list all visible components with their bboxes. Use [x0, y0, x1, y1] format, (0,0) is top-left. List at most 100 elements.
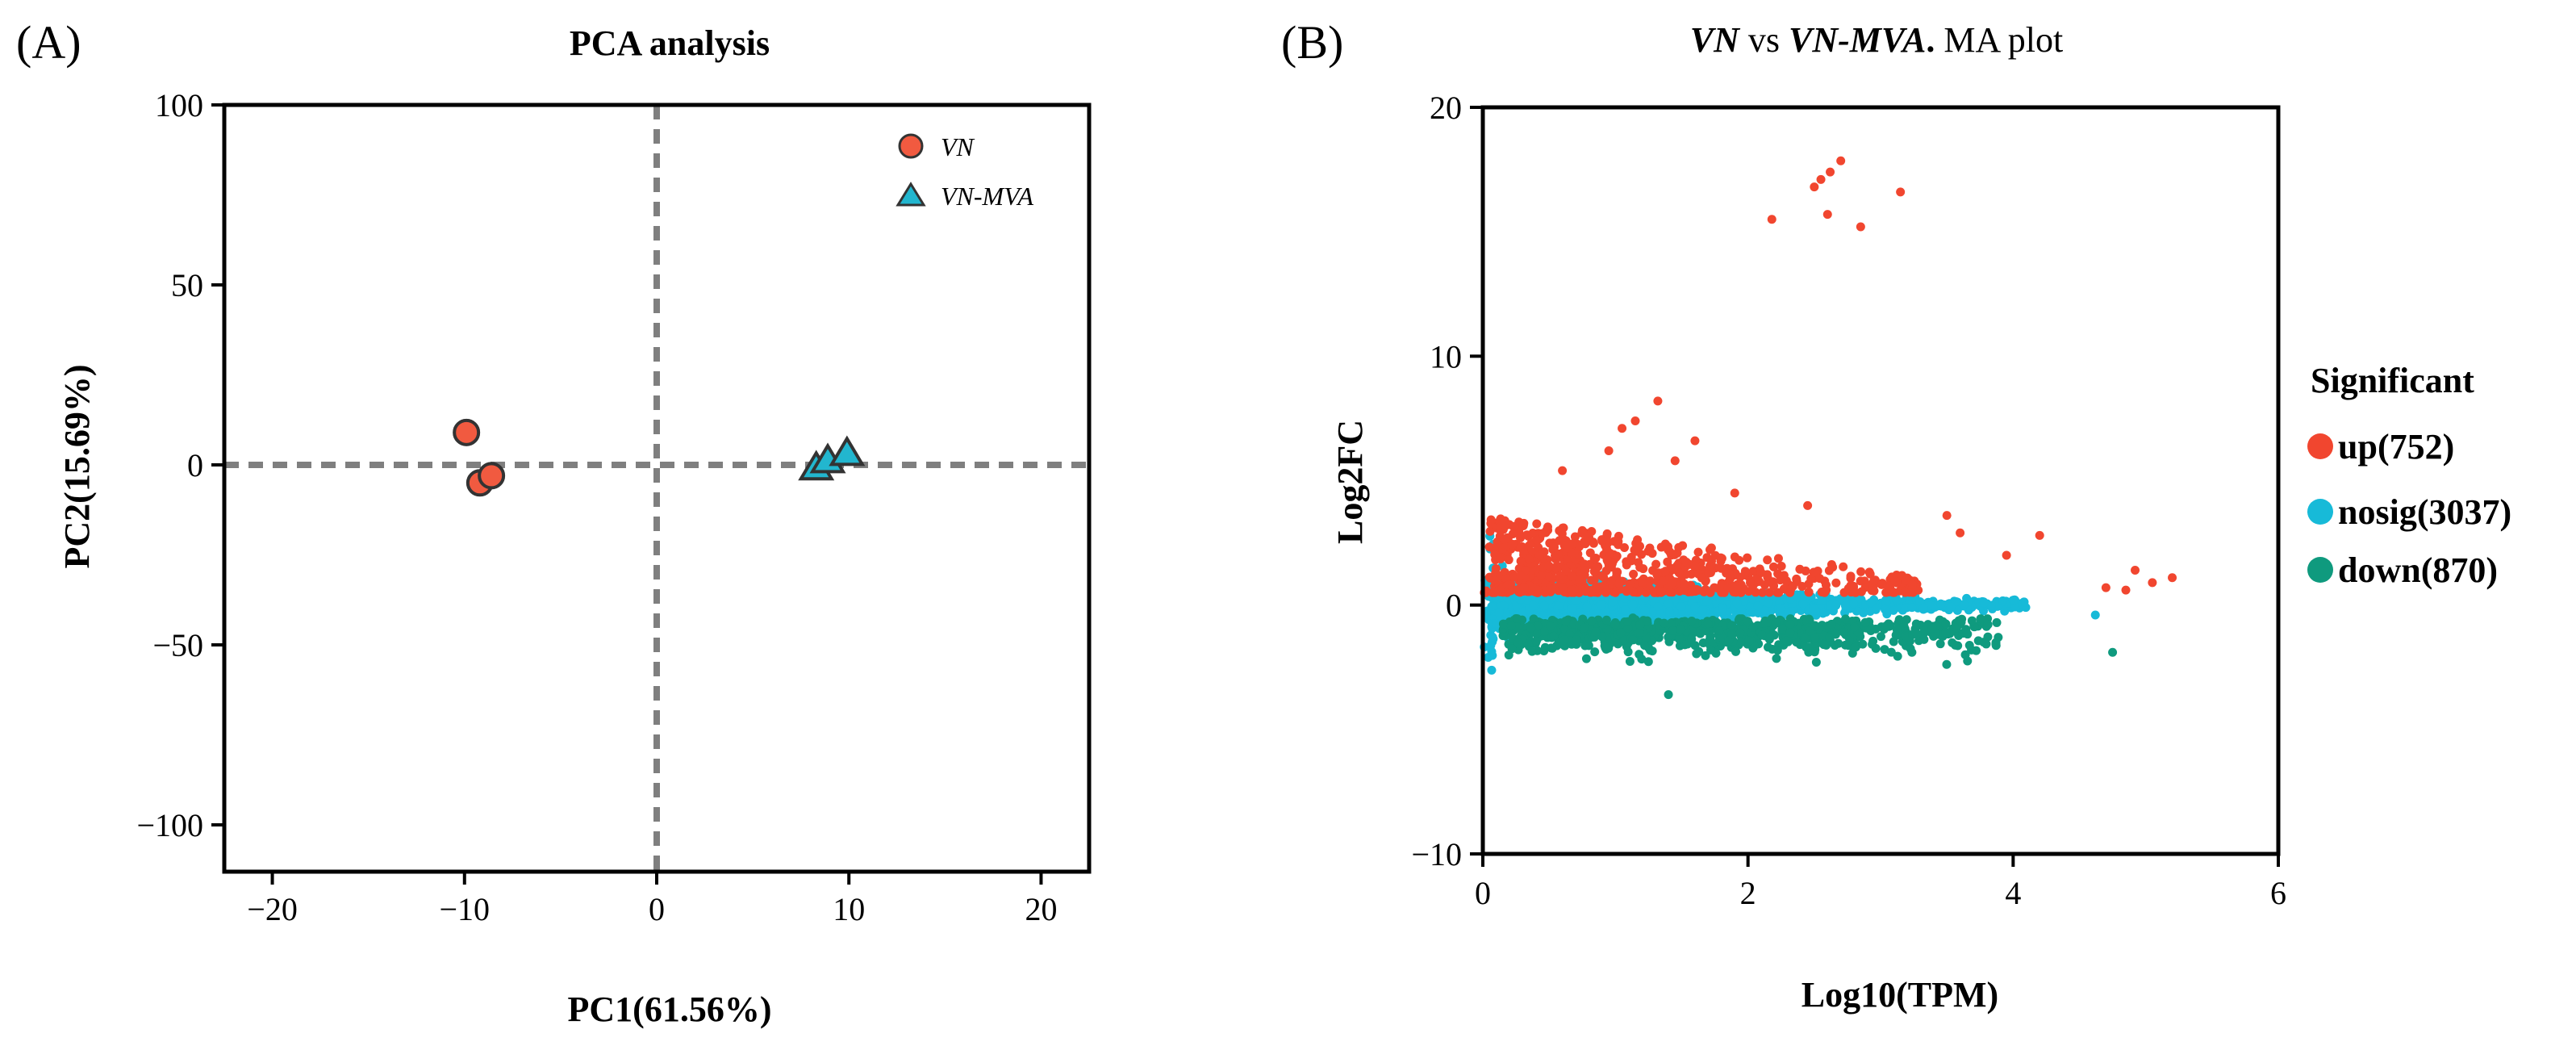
ma-point-up — [1643, 546, 1653, 556]
ma-point-up — [1678, 541, 1688, 550]
ma-point-down — [1941, 627, 1951, 637]
ma-point-down — [1540, 626, 1550, 636]
ma-point-up — [1516, 556, 1526, 566]
ma-point-up — [1629, 569, 1639, 579]
ma-point-down — [1675, 634, 1685, 643]
ma-point-up — [1658, 576, 1668, 586]
ma-point-up — [1485, 526, 1495, 536]
ma-point-down — [1622, 617, 1632, 626]
ma-point-up — [1668, 579, 1677, 588]
ma-point-nosig — [1529, 600, 1539, 610]
ma-point-up — [1516, 571, 1526, 581]
ma-point-up — [1942, 511, 1952, 521]
ma-point-nosig — [1608, 597, 1618, 607]
ma-point-down — [1660, 618, 1669, 628]
ma-point-nosig — [1852, 606, 1861, 616]
ma-point-down — [1785, 628, 1795, 638]
ma-point-down — [1819, 640, 1829, 650]
ma-point-up — [1760, 580, 1769, 590]
ma-point-down — [1580, 641, 1590, 651]
legend-title: Significant — [2311, 361, 2474, 400]
ma-point-nosig — [1732, 599, 1742, 609]
ma-point-up — [1543, 522, 1552, 532]
ma-point-up — [1634, 558, 1643, 567]
ma-point-up — [1653, 396, 1663, 406]
panel-b-legend: Significant up(752) nosig(3037) down(870… — [2307, 361, 2511, 590]
ma-point-up — [1816, 174, 1826, 184]
ma-point-down — [1561, 616, 1571, 626]
ma-point-up — [1601, 588, 1610, 597]
ma-point-nosig — [1655, 609, 1665, 619]
ma-point-up — [1699, 587, 1709, 596]
y-tick-label: −10 — [1411, 836, 1462, 872]
ma-point-nosig — [1653, 601, 1663, 611]
ma-point-down — [1640, 641, 1650, 651]
ma-point-nosig — [1539, 600, 1549, 610]
ma-point-down — [1782, 636, 1792, 646]
x-tick-label: 6 — [2270, 875, 2286, 911]
panel-a-title: PCA analysis — [570, 23, 770, 63]
ma-point-nosig — [1936, 599, 1946, 609]
x-tick-label: 0 — [649, 891, 665, 927]
ma-point-down — [1919, 634, 1929, 644]
ma-point-up — [1656, 587, 1666, 596]
ma-point-up — [1764, 588, 1774, 597]
ma-point-up — [1803, 500, 1813, 510]
ma-point-down — [1956, 617, 1966, 627]
ma-point-up — [1570, 532, 1580, 542]
pca-point-vn-mva — [829, 435, 866, 467]
ma-point-up — [1519, 583, 1529, 592]
ma-point-down — [1894, 615, 1904, 625]
ma-point-down — [1591, 627, 1601, 637]
ma-point-down — [1801, 633, 1810, 642]
ma-point-nosig — [1753, 608, 1763, 617]
ma-point-down — [1572, 635, 1581, 645]
ma-point-up — [1558, 466, 1568, 475]
ma-point-down — [1533, 628, 1543, 638]
title-ma-plot: MA plot — [1935, 20, 2063, 60]
ma-point-down — [1727, 621, 1737, 630]
ma-point-down — [1839, 628, 1848, 638]
ma-point-up — [2131, 566, 2140, 575]
ma-point-up — [1550, 542, 1559, 552]
ma-point-nosig — [1568, 603, 1577, 613]
ma-point-down — [1919, 626, 1929, 635]
ma-point-nosig — [1818, 609, 1828, 618]
ma-point-up — [1589, 554, 1599, 564]
ma-point-down — [1527, 646, 1537, 656]
ma-point-nosig — [1764, 598, 1773, 608]
ma-point-up — [1907, 579, 1917, 589]
ma-point-up — [1717, 579, 1726, 588]
ma-point-up — [1518, 521, 1528, 530]
ma-point-down — [1703, 619, 1713, 629]
ma-point-nosig — [1881, 598, 1891, 608]
ma-point-down — [1610, 619, 1620, 629]
ma-point-nosig — [1555, 600, 1564, 610]
ma-point-nosig — [1522, 595, 1532, 605]
ma-point-up — [1757, 588, 1767, 597]
ma-point-down — [1858, 639, 1868, 649]
ma-point-nosig — [1840, 600, 1850, 610]
ma-point-up — [1665, 547, 1675, 557]
ma-point-up — [1516, 533, 1526, 542]
ma-point-up — [1528, 528, 1538, 538]
ma-point-nosig — [2010, 602, 2020, 612]
ma-point-nosig — [1485, 642, 1495, 652]
ma-point-up — [1901, 588, 1910, 597]
ma-point-nosig — [1640, 606, 1650, 616]
ma-point-up — [1697, 573, 1706, 583]
ma-point-up — [1774, 588, 1784, 597]
ma-point-down — [1668, 626, 1677, 635]
ma-point-up — [1532, 585, 1542, 595]
ma-point-down — [1810, 633, 1820, 642]
ma-point-down — [1912, 629, 1922, 638]
ma-point-down — [1802, 616, 1811, 626]
y-tick-label: 0 — [187, 447, 203, 483]
ma-point-down — [1580, 623, 1589, 633]
ma-point-down — [1825, 632, 1835, 642]
legend-vn-label: VN — [941, 132, 975, 161]
legend-nosig-label: nosig(3037) — [2338, 492, 2511, 532]
legend-triangle-marker — [896, 182, 926, 207]
ma-point-nosig — [1998, 596, 2008, 605]
